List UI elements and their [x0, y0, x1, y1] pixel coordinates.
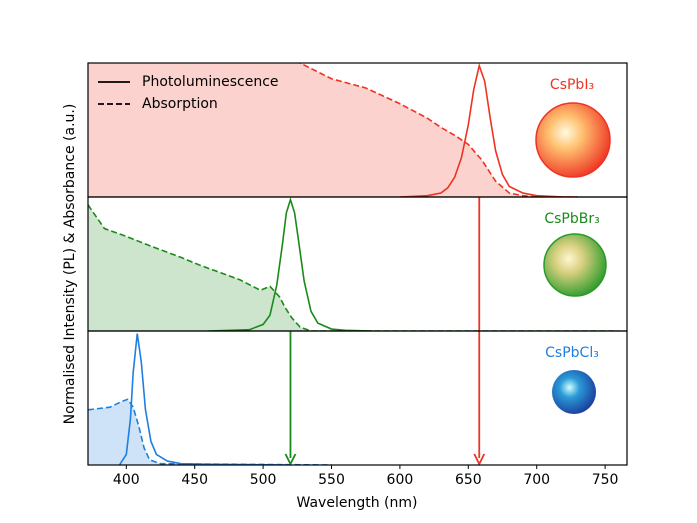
panel	[88, 197, 619, 331]
sphere-icon	[535, 102, 611, 178]
panel-title: CsPbI₃	[550, 77, 594, 93]
x-axis-label: Wavelength (nm)	[297, 495, 418, 511]
x-tick-label: 550	[318, 472, 345, 488]
area-fill	[88, 63, 578, 197]
legend-label: Absorption	[142, 96, 218, 112]
panel	[88, 333, 332, 465]
sphere-icon	[552, 370, 596, 414]
legend-label: Photoluminescence	[142, 74, 279, 90]
panel-title: CsPbCl₃	[545, 345, 599, 361]
line	[208, 197, 373, 331]
arrow-head	[473, 453, 486, 467]
sphere-icon	[543, 233, 607, 297]
x-tick-label: 450	[181, 472, 208, 488]
x-tick-label: 650	[455, 472, 482, 488]
line	[118, 333, 291, 465]
x-tick-label: 750	[592, 472, 619, 488]
line	[399, 63, 578, 197]
axes-frame	[87, 330, 628, 466]
panel	[88, 63, 578, 197]
x-tick-label: 400	[113, 472, 140, 488]
area-fill	[88, 399, 332, 465]
x-tick-label: 600	[387, 472, 414, 488]
line	[88, 204, 619, 331]
plot-layer: CsPbI₃ Photoluminescence Absorption CsPbBr₃…	[87, 62, 628, 488]
area-fill	[88, 204, 619, 331]
panel-title: CsPbBr₃	[544, 211, 599, 227]
x-tick-label: 700	[523, 472, 550, 488]
y-axis-label: Normalised Intensity (PL) & Absorbance (…	[62, 104, 78, 425]
x-tick-label: 500	[250, 472, 277, 488]
line	[88, 398, 332, 465]
